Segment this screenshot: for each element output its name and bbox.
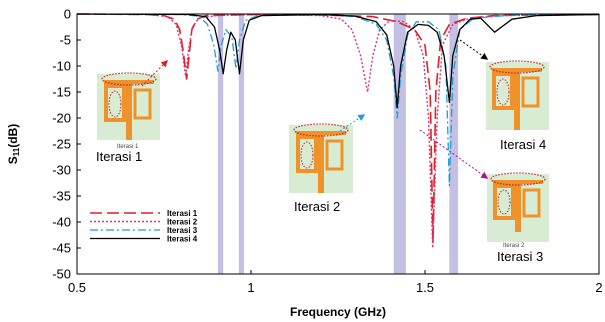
inset-label: Iterasi 2: [294, 199, 340, 214]
series-lines: [76, 13, 600, 249]
x-tick-label: 1: [247, 280, 254, 295]
legend-label-iterasi-1: Iterasi 1: [167, 209, 198, 218]
patch-left: [104, 84, 126, 122]
patch-feed: [318, 135, 324, 193]
patch-top: [492, 68, 542, 72]
highlight-band-1: [217, 14, 224, 274]
y-tick-label: -45: [52, 241, 71, 256]
patch-right: [325, 139, 344, 171]
inset-label: Iterasi 3: [497, 249, 543, 264]
y-label-main: S: [6, 156, 20, 164]
series-line-iterasi-3: [76, 13, 600, 187]
y-label-sub: 11: [12, 147, 21, 156]
patch-left: [492, 72, 514, 110]
patch-ellipse-inner: [496, 78, 510, 106]
patch-ellipse: [101, 72, 157, 86]
patch-ellipse-inner: [108, 90, 122, 118]
patch-feed: [515, 184, 521, 232]
highlight-band-4: [449, 14, 459, 274]
patch-ellipse-inner: [497, 189, 511, 215]
arrow-iterasi-4: [459, 39, 489, 60]
y-tick-label: -25: [52, 137, 71, 152]
y-tick-label: -20: [52, 111, 71, 126]
highlight-band-3: [393, 14, 406, 274]
x-tick-label: 2: [595, 280, 602, 295]
inset-iterasi-3: Iterasi 2 Iterasi 3: [419, 129, 549, 264]
inset-iterasi-2: Iterasi 2: [289, 114, 366, 214]
y-tick-label: -15: [52, 85, 71, 100]
arrow-iterasi-1: [141, 60, 168, 87]
y-tick-label: -35: [52, 189, 71, 204]
inset-iterasi-4: Iterasi 4: [459, 39, 549, 152]
legend-label-iterasi-3: Iterasi 3: [167, 226, 198, 235]
patch-right: [522, 188, 541, 218]
inset-caption: Iterasi 1: [117, 144, 139, 150]
arrow-iterasi-3: [419, 129, 489, 179]
y-tick-label: -40: [52, 215, 71, 230]
patch-right: [521, 76, 540, 108]
y-tick-label: -30: [52, 163, 71, 178]
x-tick-label: 0.5: [68, 280, 86, 295]
series-line-iterasi-1: [76, 13, 599, 244]
y-tick-label: -5: [59, 33, 71, 48]
highlight-band-2: [238, 14, 245, 274]
y-label-unit: (dB): [6, 124, 20, 148]
y-tick-label: 0: [64, 7, 71, 22]
patch-feed: [126, 84, 132, 140]
axis-ticks: 0.5 1 1.5 2 0 -5 -10 -15 -20 -25 -30 -35 -40 -45 -50: [52, 7, 602, 296]
patch-ellipse: [490, 172, 546, 186]
inset-label: Iterasi 4: [500, 137, 546, 152]
patch-left: [296, 135, 318, 173]
inset-label: Iterasi 1: [96, 149, 142, 164]
legend-label-iterasi-2: Iterasi 2: [167, 218, 198, 227]
inset-caption: Iterasi 2: [503, 243, 525, 249]
y-axis-label: S11(dB): [6, 124, 21, 164]
patch-ellipse-inner: [300, 141, 314, 169]
inset-iterasi-1: Iterasi 1 Iterasi 1: [96, 60, 168, 164]
patch-right: [133, 88, 152, 120]
x-tick-label: 1.5: [416, 280, 434, 295]
patch-ellipse: [293, 123, 349, 137]
highlight-bands: [217, 14, 459, 274]
patch-top: [104, 80, 154, 84]
series-line-iterasi-2: [76, 13, 600, 249]
legend-label-iterasi-4: Iterasi 4: [167, 235, 198, 244]
arrow-iterasi-2: [339, 114, 366, 132]
patch-feed: [514, 72, 520, 130]
x-axis-label: Frequency (GHz): [290, 305, 386, 319]
y-tick-label: -50: [52, 267, 71, 282]
patch-top: [296, 131, 346, 135]
patch-ellipse: [489, 60, 545, 74]
patch-left: [493, 184, 515, 220]
series-line-iterasi-4: [76, 13, 600, 109]
y-tick-label: -10: [52, 59, 71, 74]
patch-top: [493, 180, 543, 184]
